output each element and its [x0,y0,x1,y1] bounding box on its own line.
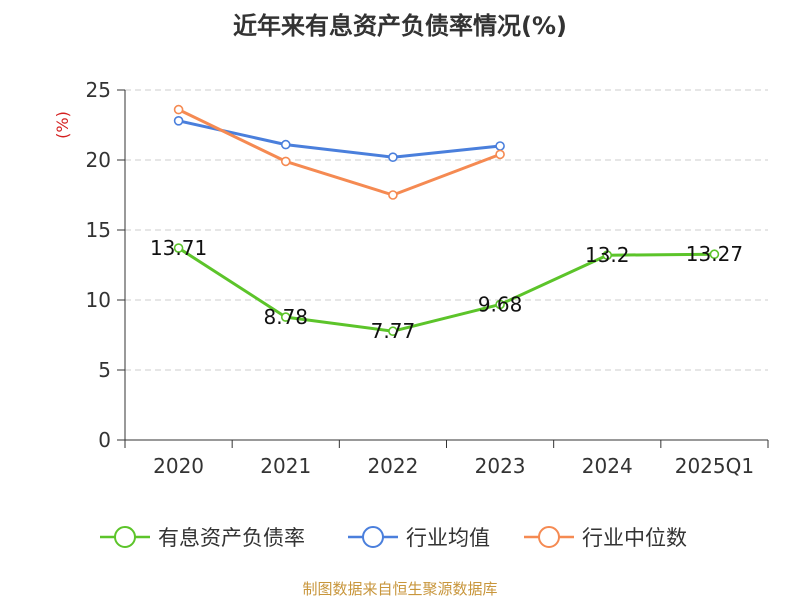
series-0 [173,243,720,337]
gridlines [125,89,768,371]
x-tick-label: 2024 [582,454,633,478]
chart-title: 近年来有息资产负债率情况(%) [233,12,567,40]
y-tick-label: 10 [86,288,111,312]
y-tick-label: 15 [86,218,111,242]
source-note: 制图数据来自恒生聚源数据库 [302,580,498,598]
x-tick-label: 2025Q1 [675,454,754,478]
legend: 有息资产负债率 行业均值 行业中位数 [100,526,687,550]
data-point [495,149,505,160]
y-tick-label: 25 [86,78,111,102]
data-point [495,141,505,151]
series-line [177,246,715,333]
data-label: 9.68 [478,292,523,316]
legend-label: 有息资产负债率 [158,526,305,550]
legend-marker [362,526,384,548]
data-point [388,326,398,337]
data-point [388,152,398,162]
data-point [280,139,291,150]
legend-item: 行业中位数 [524,526,687,550]
data-point [173,243,184,253]
legend-label: 行业中位数 [582,526,687,550]
data-point [280,156,291,167]
data-label: 13.27 [686,242,743,266]
y-tick-label: 0 [98,428,111,452]
data-label: 7.77 [371,319,416,343]
legend-marker [114,526,136,548]
x-tick-label: 2023 [475,454,526,478]
legend-item: 行业均值 [348,526,490,550]
axes: 0 5 10 15 20 25 2020 2021 2022 2023 2024 2025Q1 (%) [53,78,769,478]
legend-item: 有息资产负债率 [100,526,305,550]
x-tick-label: 2020 [153,454,204,478]
legend-marker [538,526,560,548]
y-tick-label: 20 [86,148,111,172]
data-point [709,249,720,260]
series-2 [173,104,505,200]
x-tick-label: 2022 [367,454,418,478]
data-point [602,250,613,260]
data-label: 13.71 [150,236,207,260]
data-point [173,116,184,126]
y-tick-label: 5 [98,358,111,382]
x-tick-label: 2021 [260,454,311,478]
data-label: 13.2 [585,243,630,267]
series [173,104,720,337]
data-label: 8.78 [263,305,308,329]
series-line [178,119,501,159]
y-axis-unit-label: (%) [53,111,72,139]
legend-label: 行业均值 [406,526,490,550]
data-point [173,104,184,115]
data-point [495,299,505,310]
data-labels: 13.71 8.78 7.77 9.68 13.2 13.27 [150,236,743,343]
series-line [177,108,501,197]
data-point [280,312,291,322]
data-point [388,190,398,200]
series-1 [173,116,505,162]
